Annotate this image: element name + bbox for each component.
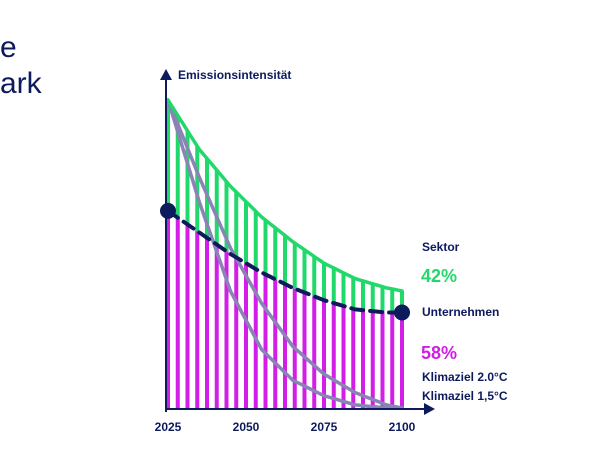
left-text-fragment-2: ark [0,67,42,100]
y-axis-label: Emissionsintensität [178,68,291,82]
company-start-marker [160,202,176,219]
left-text-fragment-1: e [0,31,17,64]
target-2-0-line [166,98,404,410]
series-label-target-2-0: Klimaziel 2.0°C [422,370,508,384]
series-label-company: Unternehmen [422,305,499,319]
target-1-5-line [166,98,404,410]
series-label-sector: Sektor [422,240,460,254]
y-axis-arrow-icon [160,69,172,80]
series-label-target-1-5: Klimaziel 1,5°C [422,389,508,403]
x-tick-label: 2100 [389,420,416,434]
x-tick-label: 2025 [155,420,182,434]
x-axis-arrow-icon [424,403,435,415]
company-end-marker [394,304,410,321]
share-label-company: 58% [421,343,457,363]
company-line [166,208,404,315]
x-tick-label: 2050 [233,420,260,434]
share-label-sector: 42% [421,266,457,286]
sector-line [166,98,404,293]
x-tick-label: 2075 [311,420,338,434]
